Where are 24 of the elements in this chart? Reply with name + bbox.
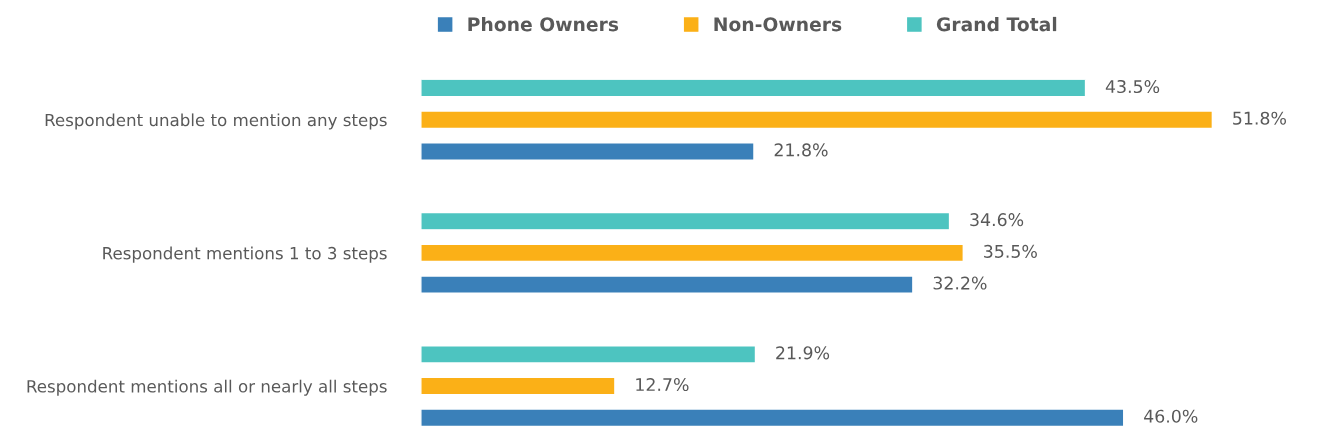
bar xyxy=(420,211,951,231)
data-label: 43.5% xyxy=(1105,79,1160,94)
data-label: 46.0% xyxy=(1144,409,1198,423)
data-label: 34.6% xyxy=(970,213,1024,227)
y-tick-label: Respondent mentions 1 to 3 steps xyxy=(103,246,387,263)
bar xyxy=(420,408,1125,426)
data-label: 21.9% xyxy=(776,346,830,360)
bar xyxy=(420,275,914,294)
y-tick-label: Respondent mentions all or nearly all steps xyxy=(27,379,387,396)
bar xyxy=(420,110,1214,130)
bar xyxy=(420,345,757,364)
legend-label: Phone Owners xyxy=(468,16,619,32)
data-label: 12.7% xyxy=(636,377,689,392)
data-label: 21.8% xyxy=(774,143,828,157)
y-tick-label: Respondent unable to mention any steps xyxy=(45,113,387,130)
bar xyxy=(420,79,1087,98)
legend-label: Grand Total xyxy=(936,16,1057,32)
legend-label: Non-Owners xyxy=(714,17,842,32)
data-label: 32.2% xyxy=(933,276,987,290)
bar xyxy=(420,376,616,396)
bar xyxy=(420,142,755,161)
bar xyxy=(420,243,964,263)
data-label: 51.8% xyxy=(1233,111,1286,125)
data-label: 35.5% xyxy=(984,244,1037,258)
